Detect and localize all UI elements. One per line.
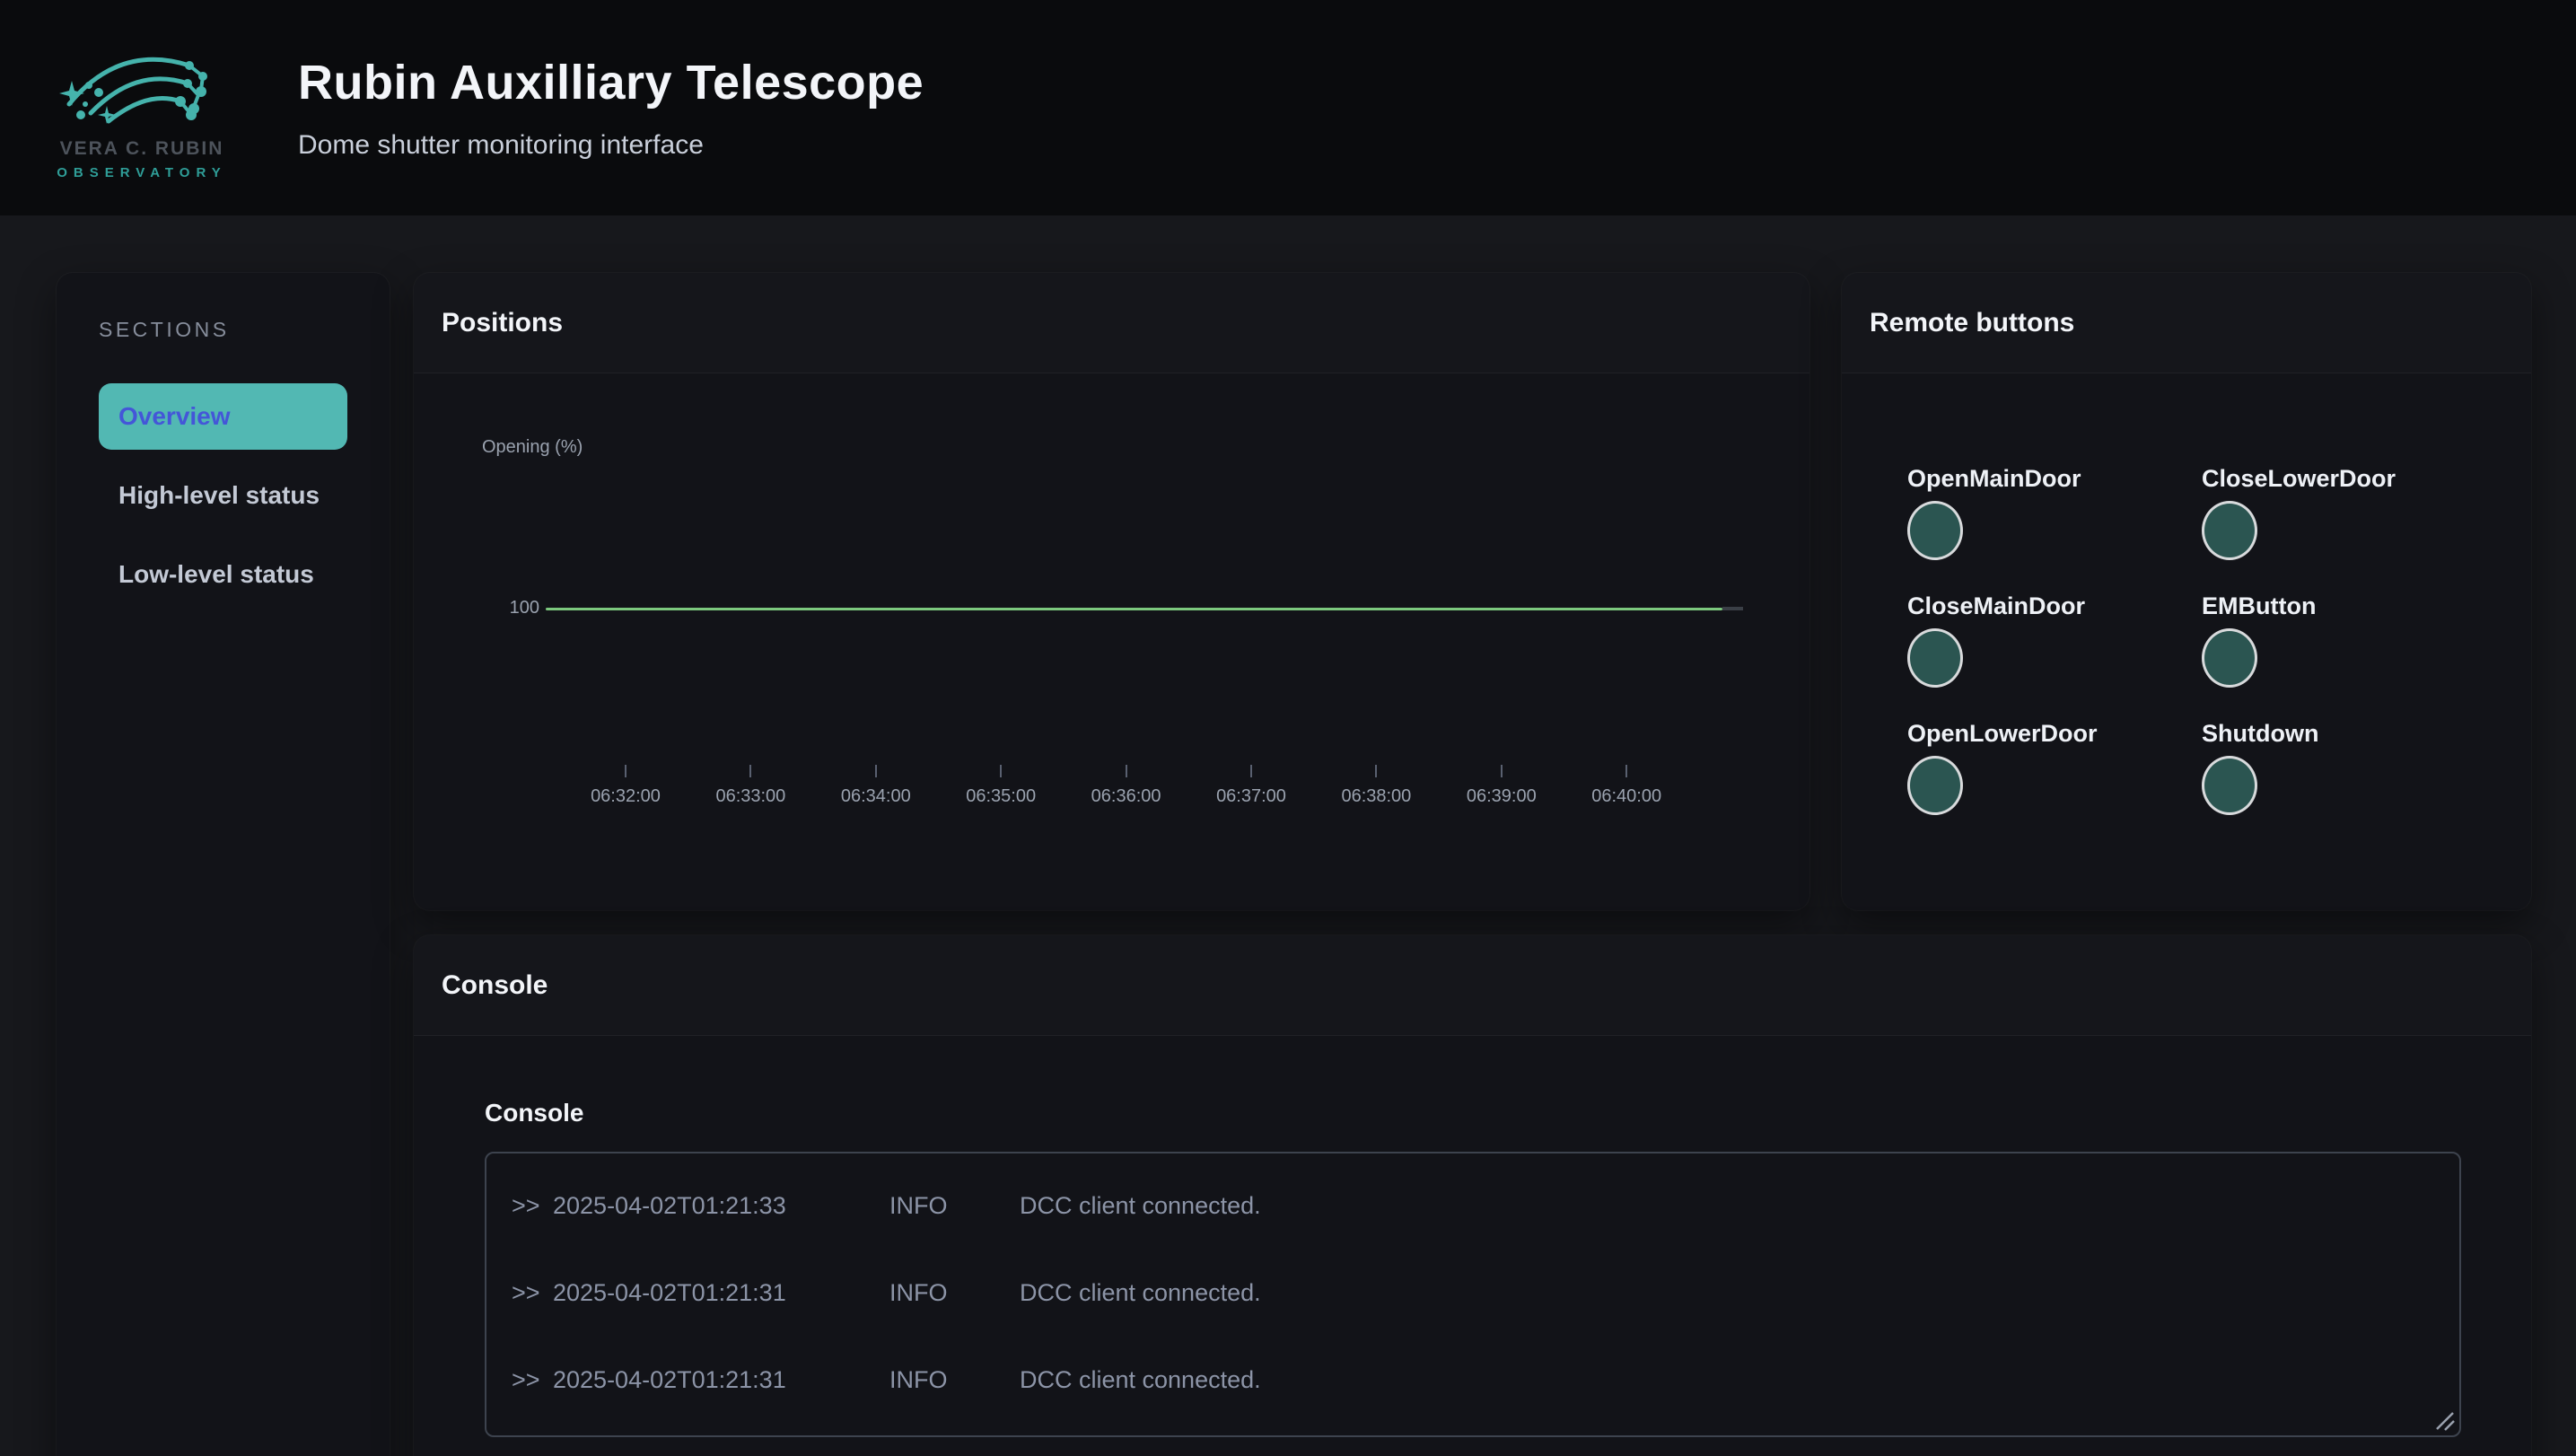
x-tick-label: 06:32:00 (591, 786, 661, 806)
console-title: Console (442, 969, 548, 1000)
x-tick-mark (749, 765, 752, 777)
positions-chart: Opening (%) 100 06:32:00 06:33:00 06:34:00… (414, 373, 1809, 909)
console-msg: DCC client connected. (1020, 1192, 1261, 1219)
openlowerdoor-button[interactable] (1907, 756, 1963, 815)
console-inner-title: Console (485, 1099, 584, 1127)
console-level: INFO (889, 1279, 948, 1306)
x-tick-mark (874, 765, 877, 777)
remote-card-header: Remote buttons (1842, 273, 2531, 373)
console-level: INFO (889, 1192, 948, 1219)
embutton-button[interactable] (2202, 628, 2257, 688)
x-tick-mark (1250, 765, 1252, 777)
x-tick-mark (1000, 765, 1003, 777)
page-title: Rubin Auxilliary Telescope (298, 56, 924, 110)
observatory-logo: VERA C. RUBIN OBSERVATORY (54, 36, 230, 180)
openmaindoor-button[interactable] (1907, 501, 1963, 560)
console-prompt: >> (512, 1279, 540, 1306)
x-tick-label: 06:35:00 (966, 786, 1037, 806)
remote-label-embutton: EMButton (2202, 592, 2317, 619)
positions-card-header: Positions (414, 273, 1809, 373)
main-column: Positions Opening (%) 100 06:32:00 06:33:… (414, 273, 2531, 1456)
remote-control-closelowerdoor: CloseLowerDoor (2202, 465, 2496, 560)
sidebar-item-overview[interactable]: Overview (99, 383, 347, 451)
console-log-line: >> 2025-04-02T01:21:31 INFO DCC client conn… (512, 1337, 2459, 1424)
resize-handle-icon[interactable] (2433, 1409, 2455, 1431)
remote-buttons-title: Remote buttons (1870, 307, 2075, 338)
closelowerdoor-button[interactable] (2202, 501, 2257, 560)
sidebar-item-low-level-status[interactable]: Low-level status (118, 560, 314, 589)
console-prompt: >> (512, 1192, 540, 1219)
console-card-header: Console (414, 935, 2531, 1036)
console-prompt: >> (512, 1366, 540, 1393)
remote-label-closelowerdoor: CloseLowerDoor (2202, 465, 2396, 492)
console-log-line: >> 2025-04-02T01:21:31 INFO DCC client conn… (512, 1250, 2459, 1337)
console-ts: 2025-04-02T01:21:31 (553, 1279, 786, 1306)
sidebar-nav: Overview High-level status Low-level statu… (99, 383, 347, 608)
positions-title: Positions (442, 307, 564, 338)
sections-heading: SECTIONS (99, 318, 230, 341)
remote-label-openlowerdoor: OpenLowerDoor (1907, 720, 2098, 747)
observatory-logo-icon (59, 57, 207, 124)
x-tick-mark (625, 765, 626, 777)
logo-name: VERA C. RUBIN (59, 137, 224, 159)
logo-observatory: OBSERVATORY (57, 164, 227, 180)
x-tick-mark (1625, 765, 1628, 777)
console-body: Console >> 2025-04-02T01:21:33 INFO DCC cli… (414, 1036, 2531, 1437)
closemaindoor-button[interactable] (1907, 628, 1963, 688)
positions-card: Positions Opening (%) 100 06:32:00 06:33:… (414, 273, 1809, 910)
console-log[interactable]: >> 2025-04-02T01:21:33 INFO DCC client conn… (485, 1152, 2461, 1437)
main-layout: SECTIONS Overview High-level status Low-le… (0, 215, 2576, 1456)
x-tick-label: 06:34:00 (840, 786, 911, 806)
top-row: Positions Opening (%) 100 06:32:00 06:33:… (414, 273, 2531, 910)
series-tail (1722, 607, 1743, 610)
remote-control-openmaindoor: OpenMainDoor (1907, 465, 2202, 560)
x-tick-label: 06:37:00 (1216, 786, 1286, 806)
remote-label-shutdown: Shutdown (2202, 720, 2319, 747)
remote-label-closemaindoor: CloseMainDoor (1907, 592, 2086, 619)
remote-control-closemaindoor: CloseMainDoor (1907, 592, 2202, 688)
x-tick-mark (1500, 765, 1503, 777)
console-card: Console Console >> 2025-04-02T01:21:33 INF… (414, 935, 2531, 1456)
remote-control-openlowerdoor: OpenLowerDoor (1907, 720, 2202, 815)
title-block: Rubin Auxilliary Telescope Dome shutter … (298, 55, 924, 161)
sidebar: SECTIONS Overview High-level status Low-le… (57, 273, 390, 1456)
remote-label-openmaindoor: OpenMainDoor (1907, 465, 2081, 492)
remote-buttons-grid: OpenMainDoor CloseLowerDoor CloseMainDoor E… (1842, 373, 2531, 815)
opening-series-line (546, 608, 1722, 610)
x-tick-label: 06:33:00 (715, 786, 786, 806)
chart-annotation: Opening (%) (482, 437, 583, 457)
console-msg: DCC client connected. (1020, 1366, 1261, 1393)
console-msg: DCC client connected. (1020, 1279, 1261, 1306)
app-header: VERA C. RUBIN OBSERVATORY Rubin Auxillia… (0, 0, 2576, 215)
y-tick-label: 100 (509, 598, 539, 618)
remote-control-embutton: EMButton (2202, 592, 2496, 688)
x-tick-label: 06:39:00 (1466, 786, 1537, 806)
x-tick-label: 06:38:00 (1341, 786, 1412, 806)
console-log-line: >> 2025-04-02T01:21:33 INFO DCC client conn… (512, 1162, 2459, 1250)
page-subtitle: Dome shutter monitoring interface (298, 130, 704, 160)
shutdown-button[interactable] (2202, 756, 2257, 815)
sidebar-item-high-level-status[interactable]: High-level status (118, 481, 320, 510)
x-tick-mark (1125, 765, 1127, 777)
x-tick-label: 06:36:00 (1091, 786, 1161, 806)
x-tick-label: 06:40:00 (1591, 786, 1662, 806)
console-ts: 2025-04-02T01:21:31 (553, 1366, 786, 1393)
console-ts: 2025-04-02T01:21:33 (553, 1192, 786, 1219)
x-tick-mark (1375, 765, 1378, 777)
remote-buttons-card: Remote buttons OpenMainDoor CloseLowerDoo… (1842, 273, 2531, 910)
remote-control-shutdown: Shutdown (2202, 720, 2496, 815)
console-level: INFO (889, 1366, 948, 1393)
